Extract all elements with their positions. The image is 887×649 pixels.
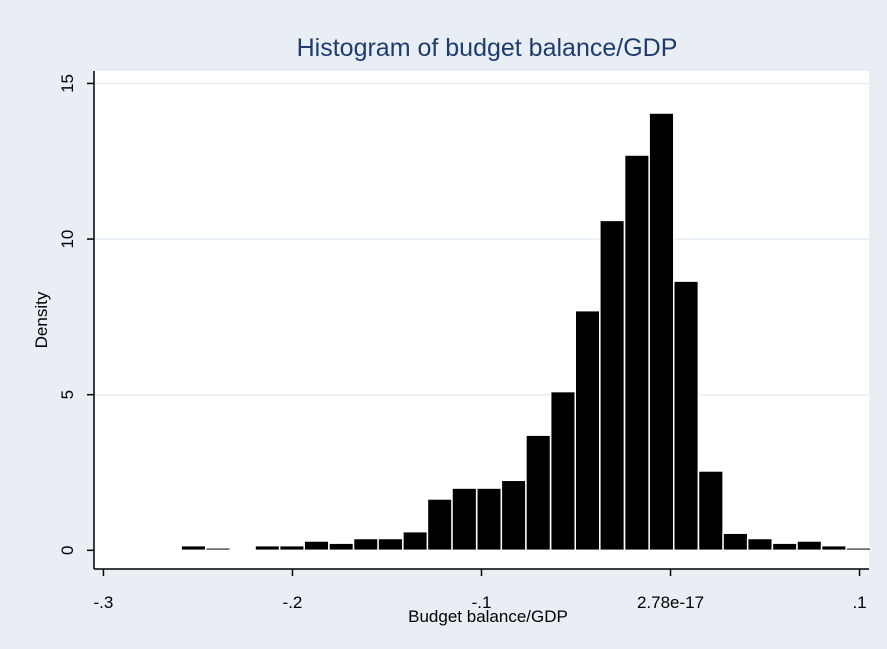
histogram-bar	[204, 547, 232, 552]
histogram-bar	[451, 487, 478, 552]
histogram-bar	[180, 544, 207, 552]
x-axis-label: Budget balance/GDP	[408, 607, 568, 626]
histogram-bar	[796, 540, 823, 552]
gridlines	[94, 82, 869, 396]
histogram-bar	[672, 280, 700, 552]
chart-title: Histogram of budget balance/GDP	[297, 34, 678, 62]
histogram-bar	[648, 112, 675, 552]
histogram-bar	[820, 544, 847, 552]
y-tick-label: 5	[58, 390, 77, 399]
x-tick-label: -.1	[472, 593, 492, 612]
histogram-bar	[549, 390, 577, 552]
histogram-bar	[525, 434, 552, 552]
y-tick-label: 10	[58, 230, 77, 249]
y-axis-label: Density	[32, 291, 51, 348]
histogram-bar	[697, 470, 724, 552]
histogram-bar	[500, 479, 527, 552]
histogram-bar	[623, 154, 650, 552]
y-tick-label: 0	[58, 546, 77, 555]
x-axis-ticks: -.3 -.2 -.1 2.78e-17 .1	[94, 569, 867, 612]
histogram-bar	[402, 530, 429, 552]
histogram-bar	[303, 540, 330, 552]
histogram-bar	[746, 537, 774, 552]
histogram-bar	[426, 498, 453, 552]
histogram-bar	[254, 544, 281, 552]
histogram-bar	[722, 532, 749, 552]
x-tick-label: -.2	[283, 593, 303, 612]
histogram-bar	[574, 309, 601, 552]
y-tick-label: 15	[58, 74, 77, 93]
histogram-bar	[476, 487, 503, 552]
x-tick-label: .1	[852, 593, 866, 612]
histogram-bar	[328, 542, 355, 552]
x-tick-label: -.3	[94, 593, 114, 612]
y-axis-ticks: 0 5 10 15	[58, 74, 94, 555]
histogram-bar	[845, 547, 872, 552]
histogram-bar	[377, 537, 404, 552]
plot-area	[94, 71, 869, 569]
histogram-bar	[771, 542, 798, 552]
histogram-bar	[599, 219, 626, 552]
histogram-bars	[180, 112, 872, 552]
x-tick-label: 2.78e-17	[637, 593, 704, 612]
histogram-bar	[352, 537, 379, 552]
histogram-bar	[278, 544, 306, 552]
